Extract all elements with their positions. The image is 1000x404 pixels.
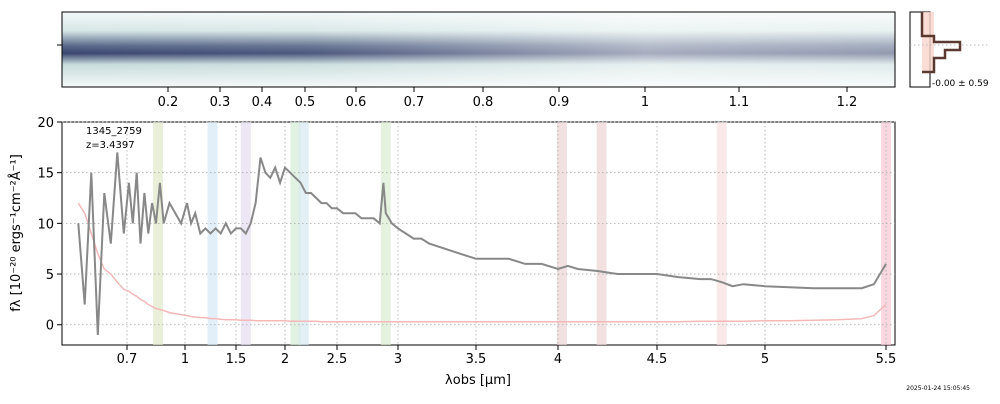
line-band — [152, 122, 163, 345]
annotation: z=3.4397 — [86, 140, 135, 151]
x-tick-label: 3.5 — [466, 352, 487, 367]
x-axis-label: λobs [μm] — [445, 373, 511, 388]
x-tick-label: 5 — [761, 352, 769, 367]
line-band — [596, 122, 607, 345]
x-tick-label: 0.7 — [404, 95, 425, 110]
x-tick-label: 1.1 — [729, 95, 750, 110]
x-tick-label: 2 — [281, 352, 289, 367]
x-tick-label: 0.7 — [117, 352, 138, 367]
line-band — [556, 122, 567, 345]
x-tick-label: 0.5 — [295, 95, 316, 110]
x-tick-label: 2.5 — [327, 352, 348, 367]
y-tick-label: 20 — [37, 116, 54, 131]
y-tick-label: 15 — [37, 167, 54, 182]
x-tick-label: 4 — [554, 352, 562, 367]
line-band — [290, 122, 301, 345]
y-axis-label: fλ [10⁻²⁰ ergs⁻¹cm⁻²Å⁻¹] — [8, 154, 24, 312]
x-tick-label: 0.6 — [346, 95, 367, 110]
x-tick-label: 4.5 — [647, 352, 668, 367]
y-tick-label: 0 — [46, 319, 54, 334]
spectrum-line — [77, 152, 887, 335]
line-band — [881, 122, 891, 345]
x-tick-label: 1 — [641, 95, 649, 110]
y-tick-label: 10 — [37, 217, 54, 232]
profile-panel: -0.00 ± 0.59 — [909, 11, 990, 89]
x-tick-label: 0.8 — [473, 95, 494, 110]
x-tick-label: 1.2 — [837, 95, 858, 110]
y-tick-label: 5 — [46, 268, 54, 283]
x-tick-label: 0.2 — [158, 95, 179, 110]
x-tick-label: 3 — [394, 352, 402, 367]
x-tick-label: 1.5 — [226, 352, 247, 367]
annotation: 1345_2759 — [86, 126, 142, 137]
x-tick-label: 5.5 — [876, 352, 897, 367]
timestamp: 2025-01-24 15:05:45 — [906, 385, 970, 392]
x-tick-label: 0.4 — [252, 95, 273, 110]
x-tick-label: 0.9 — [549, 95, 570, 110]
spectrum-2d-frame — [61, 11, 896, 88]
line-band — [207, 122, 218, 345]
profile-label: -0.00 ± 0.59 — [932, 79, 989, 89]
line-band — [716, 122, 727, 345]
line-band — [380, 122, 391, 345]
x-tick-label: 0.3 — [210, 95, 231, 110]
plot-frame — [61, 121, 896, 346]
spectrum-line — [77, 202, 887, 323]
line-band — [298, 122, 309, 345]
x-tick-label: 1 — [181, 352, 189, 367]
